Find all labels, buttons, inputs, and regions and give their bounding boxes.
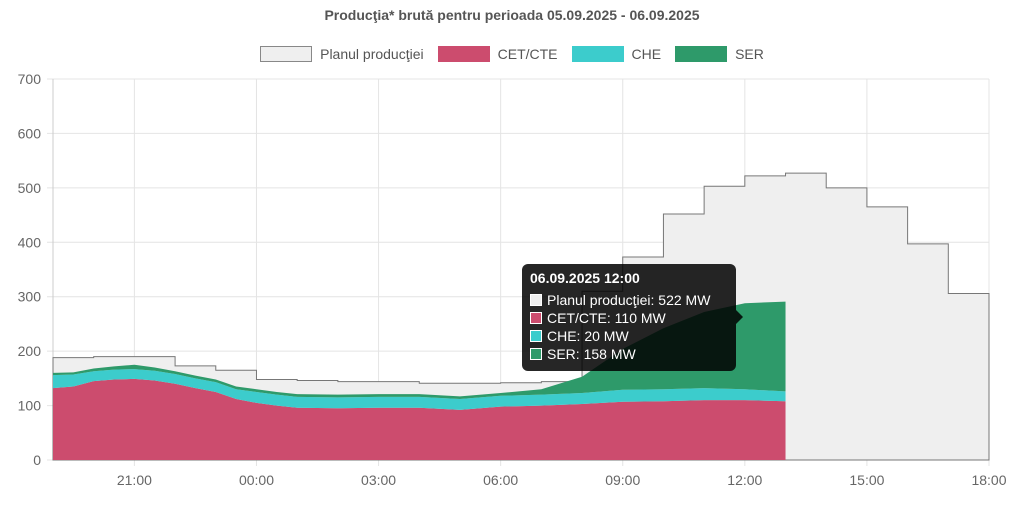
series-area-cet-cte <box>53 378 786 460</box>
legend-item-che[interactable]: CHE <box>571 46 662 62</box>
x-tick-label: 09:00 <box>605 472 640 488</box>
legend-swatch-che <box>571 46 624 62</box>
legend-item-ser[interactable]: SER <box>675 46 764 62</box>
legend-label-plan: Planul producţiei <box>320 46 424 62</box>
x-tick-label: 03:00 <box>361 472 396 488</box>
legend-swatch-ser <box>675 46 728 62</box>
y-tick-label: 100 <box>18 398 42 414</box>
y-tick-label: 400 <box>18 234 42 250</box>
area-layer <box>52 172 990 461</box>
tooltip-title: 06.09.2025 12:00 <box>530 270 640 286</box>
y-tick-label: 700 <box>18 71 42 87</box>
x-tick-label: 00:00 <box>239 472 274 488</box>
tooltip-swatch-ser <box>530 348 542 360</box>
tooltip-arrow <box>736 310 743 324</box>
x-tick-label: 15:00 <box>849 472 884 488</box>
legend-label-che: CHE <box>631 46 662 62</box>
tooltip-row-cet-cte: CET/CTE: 110 MW <box>530 309 728 327</box>
y-tick-label: 500 <box>18 180 42 196</box>
tooltip-label-cet-cte: CET/CTE: 110 MW <box>547 310 666 326</box>
legend-label-cet-cte: CET/CTE <box>497 46 558 62</box>
legend-label-ser: SER <box>735 46 764 62</box>
legend-swatch-cet-cte <box>437 46 490 62</box>
tooltip-swatch-plan <box>530 294 542 306</box>
tooltip-row-plan: Planul producţiei: 522 MW <box>530 291 728 309</box>
y-tick-label: 200 <box>18 343 42 359</box>
tooltip-swatch-che <box>530 330 542 342</box>
x-tick-label: 12:00 <box>727 472 762 488</box>
legend-swatch-plan <box>260 46 313 62</box>
tooltip-row-ser: SER: 158 MW <box>530 345 728 363</box>
chart-title: Producţia* brută pentru perioada 05.09.2… <box>324 7 700 23</box>
y-tick-label: 0 <box>33 452 41 468</box>
tooltip-swatch-cet-cte <box>530 312 542 324</box>
y-tick-label: 300 <box>18 289 42 305</box>
series-area-ser <box>53 301 786 400</box>
y-tick-label: 600 <box>18 125 42 141</box>
x-tick-label: 18:00 <box>971 472 1006 488</box>
legend-item-cet-cte[interactable]: CET/CTE <box>437 46 558 62</box>
tooltip-label-plan: Planul producţiei: 522 MW <box>547 292 711 308</box>
tooltip-row-che: CHE: 20 MW <box>530 327 728 345</box>
x-tick-label: 06:00 <box>483 472 518 488</box>
chart-legend: Planul producţiei CET/CTE CHE SER <box>0 46 1024 62</box>
legend-item-plan[interactable]: Planul producţiei <box>260 46 424 62</box>
chart-tooltip: 06.09.2025 12:00 Planul producţiei: 522 … <box>522 264 736 371</box>
series-area-che <box>53 369 786 410</box>
x-tick-label: 21:00 <box>117 472 152 488</box>
tooltip-label-che: CHE: 20 MW <box>547 328 629 344</box>
tooltip-label-ser: SER: 158 MW <box>547 346 636 362</box>
axis-layer: 0 100 200 300 400 500 600 700 21:00 00:00 03:00 06:… <box>18 71 1007 488</box>
